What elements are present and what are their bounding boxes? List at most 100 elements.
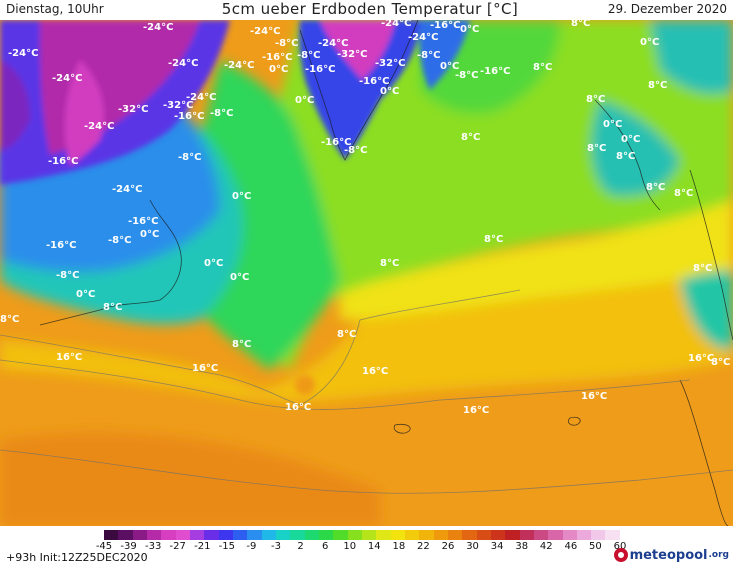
coastlines <box>39 20 733 526</box>
color-scale-tick-label: -45 <box>95 541 113 552</box>
temperature-label: -8°C <box>108 235 131 246</box>
temperature-label: -24°C <box>250 26 280 37</box>
color-scale-swatch <box>476 530 491 540</box>
temperature-label: 0°C <box>640 37 659 48</box>
map-title: 5cm ueber Erdboden Temperatur [°C] <box>221 0 519 18</box>
footer-bar: -45 -39 -33 -27 -21 -15 -9 -3 2 6 10 14 18 22 26 30 34 38… <box>0 526 733 566</box>
africa-coast <box>679 379 729 526</box>
color-scale-swatch <box>548 530 563 540</box>
temperature-label: -24°C <box>84 121 114 132</box>
color-scale-tick-label: 46 <box>564 541 578 552</box>
color-scale-swatch <box>333 530 348 540</box>
temperature-label: -24°C <box>168 58 198 69</box>
isotherm-16 <box>0 359 691 410</box>
temperature-label: 0°C <box>621 134 640 145</box>
temperature-label: -24°C <box>381 20 411 29</box>
temperature-label: -16°C <box>128 216 158 227</box>
color-scale-swatch <box>419 530 434 540</box>
color-scale-swatch <box>189 530 205 540</box>
temperature-label: 0°C <box>603 119 622 130</box>
temperature-label: -8°C <box>297 50 320 61</box>
temperature-label: -8°C <box>455 70 478 81</box>
blue-zone <box>0 90 220 272</box>
greenland-east-zone <box>419 20 470 90</box>
temperature-label: -8°C <box>275 38 298 49</box>
color-scale-swatch <box>132 530 147 540</box>
temperature-label: 8°C <box>648 80 667 91</box>
color-scale-tick-label: 42 <box>539 541 553 552</box>
temperature-label: 16°C <box>362 366 388 377</box>
temperature-label: -24°C <box>224 60 254 71</box>
east-europe-cold-zone <box>680 270 733 350</box>
temperature-label: 0°C <box>295 95 314 106</box>
forecast-date: 29. Dezember 2020 <box>607 2 727 16</box>
temperature-map: -24°C -24°C -24°C -24°C -24°C -24°C -24°… <box>0 20 733 526</box>
temperature-label: 0°C <box>230 272 249 283</box>
greenland-coast <box>299 20 419 161</box>
temperature-label: 8°C <box>674 188 693 199</box>
scandinavia-coast <box>594 99 661 211</box>
header-bar: Dienstag, 10Uhr 5cm ueber Erdboden Tempe… <box>0 0 733 20</box>
color-scale-swatch <box>175 530 190 540</box>
temperature-label: -24°C <box>318 38 348 49</box>
color-scale-tick-label: 30 <box>466 541 479 552</box>
azores-island <box>393 423 411 434</box>
color-scale-tick-label: 50 <box>589 541 602 552</box>
color-scale-swatch <box>519 530 534 540</box>
temperature-label: -32°C <box>375 58 405 69</box>
color-scale-swatch <box>361 530 377 540</box>
color-scale-swatch <box>204 530 219 540</box>
temperature-label: -16°C <box>430 20 460 31</box>
color-scale-swatch <box>462 530 477 540</box>
temperature-label: 8°C <box>232 339 251 350</box>
isotherm-20 <box>0 449 733 494</box>
color-scale-swatch <box>347 530 362 540</box>
greenland-magenta-zone <box>320 20 395 80</box>
temperature-label: -24°C <box>186 92 216 103</box>
color-scale-tick-label: 34 <box>490 541 504 552</box>
color-scale-swatch <box>247 530 262 540</box>
forecast-run-info: +93h Init:12Z25DEC2020 <box>6 551 148 564</box>
meteopool-logo[interactable]: meteopool .org <box>613 546 729 564</box>
temperature-label: -8°C <box>210 108 233 119</box>
deep-magenta-zone <box>64 60 104 165</box>
color-scale-swatch <box>562 530 577 540</box>
color-scale-bar <box>104 530 620 540</box>
greenland-cold-zone <box>299 20 420 160</box>
temperature-label: 0°C <box>140 229 159 240</box>
meteopool-logo-icon <box>613 548 628 562</box>
isotherms <box>0 289 733 494</box>
color-scale-swatch <box>275 530 291 540</box>
temperature-label: -8°C <box>417 50 440 61</box>
color-scale-swatch <box>304 530 319 540</box>
temperature-label: -16°C <box>321 137 351 148</box>
color-scale-tick-label: -27 <box>169 541 186 552</box>
color-scale-tick-label: 22 <box>417 541 430 552</box>
temperature-label: -8°C <box>344 145 367 156</box>
temperature-label: 0°C <box>76 289 95 300</box>
temperature-label: 16°C <box>56 352 82 363</box>
color-scale-tick-label: -3 <box>271 541 281 552</box>
temperature-label: 0°C <box>460 24 479 35</box>
north-america-coast <box>39 199 182 326</box>
temperature-label: -16°C <box>262 52 292 63</box>
color-scale-swatch <box>447 530 463 540</box>
temperature-label: 8°C <box>0 314 19 325</box>
temperature-label: -24°C <box>8 48 38 59</box>
temperature-label: 8°C <box>571 20 590 29</box>
scandinavia-cold-zone <box>591 100 680 197</box>
deep-orange-zone <box>0 432 380 526</box>
temperature-label: -24°C <box>408 32 438 43</box>
temperature-label: 0°C <box>269 64 288 75</box>
color-scale-swatch <box>605 530 620 540</box>
temperature-label: 8°C <box>693 263 712 274</box>
logo-domain: .org <box>708 550 729 560</box>
temperature-label: -8°C <box>178 152 201 163</box>
map-canvas: -24°C -24°C -24°C -24°C -24°C -24°C -24°… <box>0 20 733 526</box>
temperature-label: 8°C <box>586 94 605 105</box>
temperature-label: 0°C <box>204 258 223 269</box>
color-scale-swatch <box>104 530 119 540</box>
color-scale-swatch <box>218 530 233 540</box>
temperature-label: 8°C <box>616 151 635 162</box>
